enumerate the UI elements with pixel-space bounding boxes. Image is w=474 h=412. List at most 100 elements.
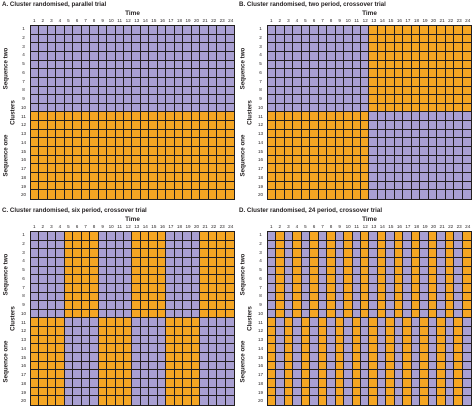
grid-cell — [225, 60, 234, 70]
grid-cell — [225, 301, 234, 310]
grid-cell — [361, 26, 370, 35]
grid-cell — [394, 240, 404, 250]
time-tick-label: 22 — [448, 18, 454, 23]
grid-cell — [183, 301, 192, 310]
cluster-tick-label: 3 — [259, 43, 262, 49]
grid-cell — [225, 387, 234, 397]
grid-cell — [39, 112, 48, 122]
grid-cell — [73, 353, 82, 362]
grid-cell — [420, 69, 429, 78]
grid-cell — [166, 353, 175, 362]
grid-cell — [335, 309, 345, 319]
grid-cell — [81, 370, 91, 380]
grid-cell — [124, 190, 133, 199]
grid-cell — [394, 292, 404, 302]
grid-cell — [293, 69, 302, 78]
cluster-tick-label: 1 — [22, 232, 25, 238]
grid-cell — [420, 240, 429, 250]
grid-cell — [174, 387, 184, 397]
grid-cell — [225, 353, 234, 362]
grid-cell — [56, 292, 65, 302]
grid-cell — [73, 51, 82, 61]
grid-cell — [394, 43, 404, 52]
grid-cell — [98, 138, 108, 148]
grid-cell — [369, 60, 378, 70]
grid-cell — [276, 309, 285, 319]
grid-cell — [98, 60, 108, 70]
grid-cell — [445, 335, 455, 345]
grid-cell — [47, 361, 57, 371]
grid-cell — [361, 266, 370, 276]
grid-cell — [293, 51, 302, 61]
grid-cell — [191, 335, 201, 345]
grid-cell — [183, 387, 192, 397]
grid-cell — [361, 232, 370, 241]
grid-cell — [386, 138, 395, 148]
grid-cell — [73, 43, 82, 52]
grid-cell — [428, 396, 438, 405]
grid-cell — [420, 257, 429, 267]
grid-cell — [73, 335, 82, 345]
grid-cell — [403, 370, 412, 380]
grid-cell — [394, 155, 404, 165]
grid-cell — [386, 370, 395, 380]
grid-cell — [318, 129, 328, 139]
grid-cell — [335, 301, 345, 310]
cluster-tick-label: 5 — [22, 267, 25, 273]
grid-cell — [454, 232, 463, 241]
grid-cell — [132, 103, 141, 113]
grid-cell — [386, 77, 395, 87]
grid-cell — [217, 60, 226, 70]
grid-cell — [166, 292, 175, 302]
grid-cell — [157, 69, 167, 78]
grid-cell — [31, 173, 40, 182]
grid-cell — [327, 309, 336, 319]
grid-cell — [276, 387, 285, 397]
grid-cell — [369, 69, 378, 78]
grid-cell — [420, 266, 429, 276]
grid-cell — [454, 318, 463, 328]
grid-cell — [124, 155, 133, 165]
grid-cell — [56, 60, 65, 70]
grid-cell — [335, 121, 345, 130]
grid-cell — [64, 95, 74, 104]
grid-cell — [64, 387, 74, 397]
grid-cell — [217, 353, 226, 362]
cluster-tick-label: 19 — [257, 183, 264, 189]
grid-cell — [47, 318, 57, 328]
grid-cell — [344, 283, 353, 293]
grid-cell — [284, 121, 294, 130]
grid-cell — [327, 60, 336, 70]
grid-cell — [437, 309, 446, 319]
grid-cell — [56, 43, 65, 52]
grid-cell — [293, 309, 302, 319]
grid-cell — [394, 275, 404, 284]
grid-cell — [310, 164, 319, 174]
grid-cell — [344, 318, 353, 328]
grid-cell — [361, 112, 370, 122]
grid-cell — [183, 43, 192, 52]
grid-cell — [47, 232, 57, 241]
grid-cell — [90, 69, 99, 78]
grid-cell — [293, 26, 302, 35]
grid-cell — [56, 335, 65, 345]
grid-cell — [462, 309, 471, 319]
sequence-two-label: Sequence two — [2, 47, 10, 90]
cluster-tick-label: 19 — [20, 183, 27, 189]
grid-cell — [124, 361, 133, 371]
grid-cell — [191, 77, 201, 87]
grid-cell — [157, 396, 167, 405]
grid-cell — [98, 164, 108, 174]
grid-cell — [90, 103, 99, 113]
cluster-tick-label: 17 — [20, 166, 27, 172]
grid-cell — [301, 164, 311, 174]
grid-cell — [361, 387, 370, 397]
grid-cell — [386, 361, 395, 371]
grid-cell — [394, 327, 404, 336]
grid-cell — [39, 396, 48, 405]
grid-cell — [157, 26, 167, 35]
time-tick-label: 20 — [430, 224, 437, 229]
grid-cell — [64, 190, 74, 199]
grid-cell — [132, 43, 141, 52]
grid-cell — [208, 26, 218, 35]
